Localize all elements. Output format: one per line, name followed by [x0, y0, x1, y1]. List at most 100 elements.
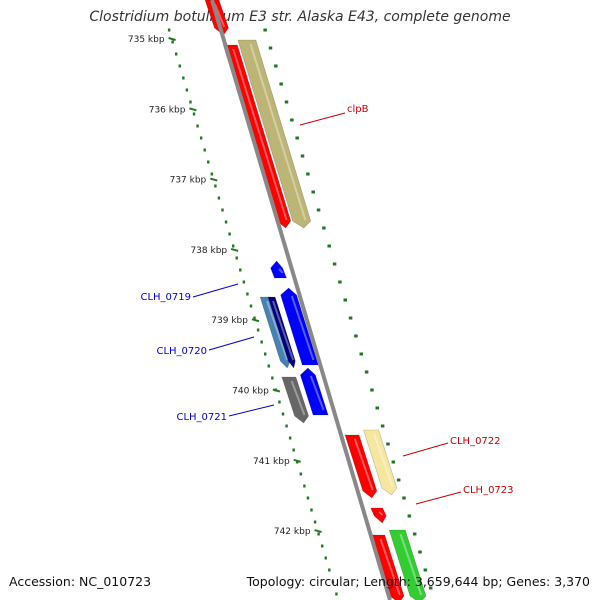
gene-clh0721-highlight — [290, 380, 306, 416]
track-dash — [354, 334, 358, 338]
ruler-dot — [253, 316, 256, 320]
gene-label-leader — [192, 283, 239, 298]
gene-label-leader — [415, 491, 462, 505]
ruler-dot — [196, 124, 199, 128]
ruler-dot — [214, 184, 217, 188]
gene-clh0719 — [270, 260, 287, 279]
track-dash — [263, 28, 267, 32]
ruler-tick — [272, 388, 281, 393]
track-dash — [375, 406, 380, 410]
track-dash — [268, 46, 273, 50]
track-dash — [428, 586, 433, 590]
track-dash — [300, 154, 305, 158]
ruler-dot — [335, 592, 338, 596]
ruler-tick-label: 740 kbp — [232, 387, 269, 397]
outer-dotted-track — [263, 28, 433, 590]
ruler-dot — [285, 424, 288, 428]
gene-label-leader — [402, 442, 449, 457]
accession-text: Accession: NC_010723 — [9, 574, 152, 589]
gene-clh0723 — [370, 507, 387, 524]
track-dash — [364, 370, 369, 374]
track-dash — [274, 64, 278, 68]
ruler-dot — [182, 76, 185, 80]
gene-clh0720-b-highlight — [272, 300, 295, 361]
ruler-tick-label: 742 kbp — [274, 527, 311, 537]
ruler-dot — [328, 568, 331, 572]
ruler-dot — [324, 556, 327, 560]
gene-label: CLH_0721 — [176, 412, 227, 423]
track-dash — [338, 280, 342, 284]
ruler-dot — [246, 292, 249, 296]
gene-label: clpB — [347, 104, 369, 115]
track-dash — [343, 298, 347, 302]
ruler-dot — [189, 100, 192, 104]
ruler-dot — [313, 520, 317, 524]
track-dash — [359, 352, 364, 356]
ruler-tick — [189, 107, 197, 112]
ruler-dot — [239, 268, 242, 272]
gene-clh0722-highlight — [353, 438, 374, 491]
ruler-dotted-track — [167, 28, 338, 596]
ruler-dot — [178, 64, 181, 68]
ruler-dot — [292, 448, 295, 452]
gene-labels: clpB CLH_0719 CLH_0720 CLH_0721 CLH_0722 CLH_… — [140, 104, 514, 505]
ruler-dot — [320, 544, 324, 548]
ruler-dot — [296, 460, 299, 464]
gene-clh0721 — [281, 376, 309, 424]
ruler-dot — [303, 484, 306, 488]
gene-label: CLH_0720 — [156, 346, 207, 357]
track-dash — [306, 172, 310, 176]
ruler-dot — [221, 208, 224, 212]
ruler-dot — [171, 40, 174, 44]
gene-clh0722 — [344, 434, 378, 499]
ruler-dot — [207, 160, 210, 164]
track-dash — [295, 136, 299, 140]
ruler-dot — [167, 28, 171, 32]
ruler-tick-label: 736 kbp — [149, 105, 186, 115]
ruler-tick — [293, 458, 301, 463]
track-dash — [348, 316, 353, 320]
track-dash — [322, 226, 326, 230]
track-dash — [279, 82, 283, 86]
track-dash — [418, 550, 422, 554]
ruler-dot — [317, 532, 320, 536]
map-title: Clostridium botulinum E3 str. Alaska E43… — [89, 9, 511, 25]
ruler-tick — [210, 177, 218, 182]
gene-label: CLH_0719 — [140, 292, 191, 303]
ruler-tick-label: 735 kbp — [128, 35, 165, 45]
ruler-ticks: 735 kbp 736 kbp 737 kbp 738 kbp 739 kbp 740 k… — [128, 35, 322, 537]
track-dash — [290, 118, 294, 122]
gene-clh0722-pair-highlight — [373, 433, 394, 488]
track-dash — [386, 442, 390, 446]
ruler-dot — [228, 232, 231, 236]
gene-clh0720-c-highlight — [290, 295, 315, 361]
ruler-tick-label: 737 kbp — [170, 176, 207, 186]
gene-label-leader — [228, 404, 275, 417]
gene-label-leader — [208, 336, 255, 351]
ruler-dot — [306, 496, 310, 500]
ruler-dot — [235, 256, 238, 260]
ruler-dot — [224, 220, 228, 224]
gene-clh0722-pair — [363, 429, 398, 496]
ruler-dot — [264, 352, 267, 356]
ruler-tick-label: 741 kbp — [253, 457, 290, 467]
ruler-dot — [271, 376, 274, 380]
gene-clpb-highlight — [249, 43, 307, 221]
ruler-dot — [231, 244, 235, 248]
ruler-tick — [314, 529, 322, 534]
gene-clh0720-a-highlight — [266, 300, 289, 361]
ruler-dot — [192, 112, 196, 116]
track-dash — [412, 532, 417, 536]
gene-clh0720-b — [267, 296, 296, 369]
ruler-tick — [230, 247, 239, 252]
gene-red-clpb-lane-highlight — [232, 48, 288, 221]
ruler-dot — [256, 328, 260, 332]
gene-bottom-green-highlight — [399, 533, 423, 596]
track-dash — [391, 460, 396, 464]
gene-clh0721-pair-highlight — [309, 375, 325, 411]
track-dash — [284, 100, 289, 104]
ruler-dot — [278, 400, 281, 404]
track-dash — [380, 424, 385, 428]
track-dash — [327, 244, 331, 248]
